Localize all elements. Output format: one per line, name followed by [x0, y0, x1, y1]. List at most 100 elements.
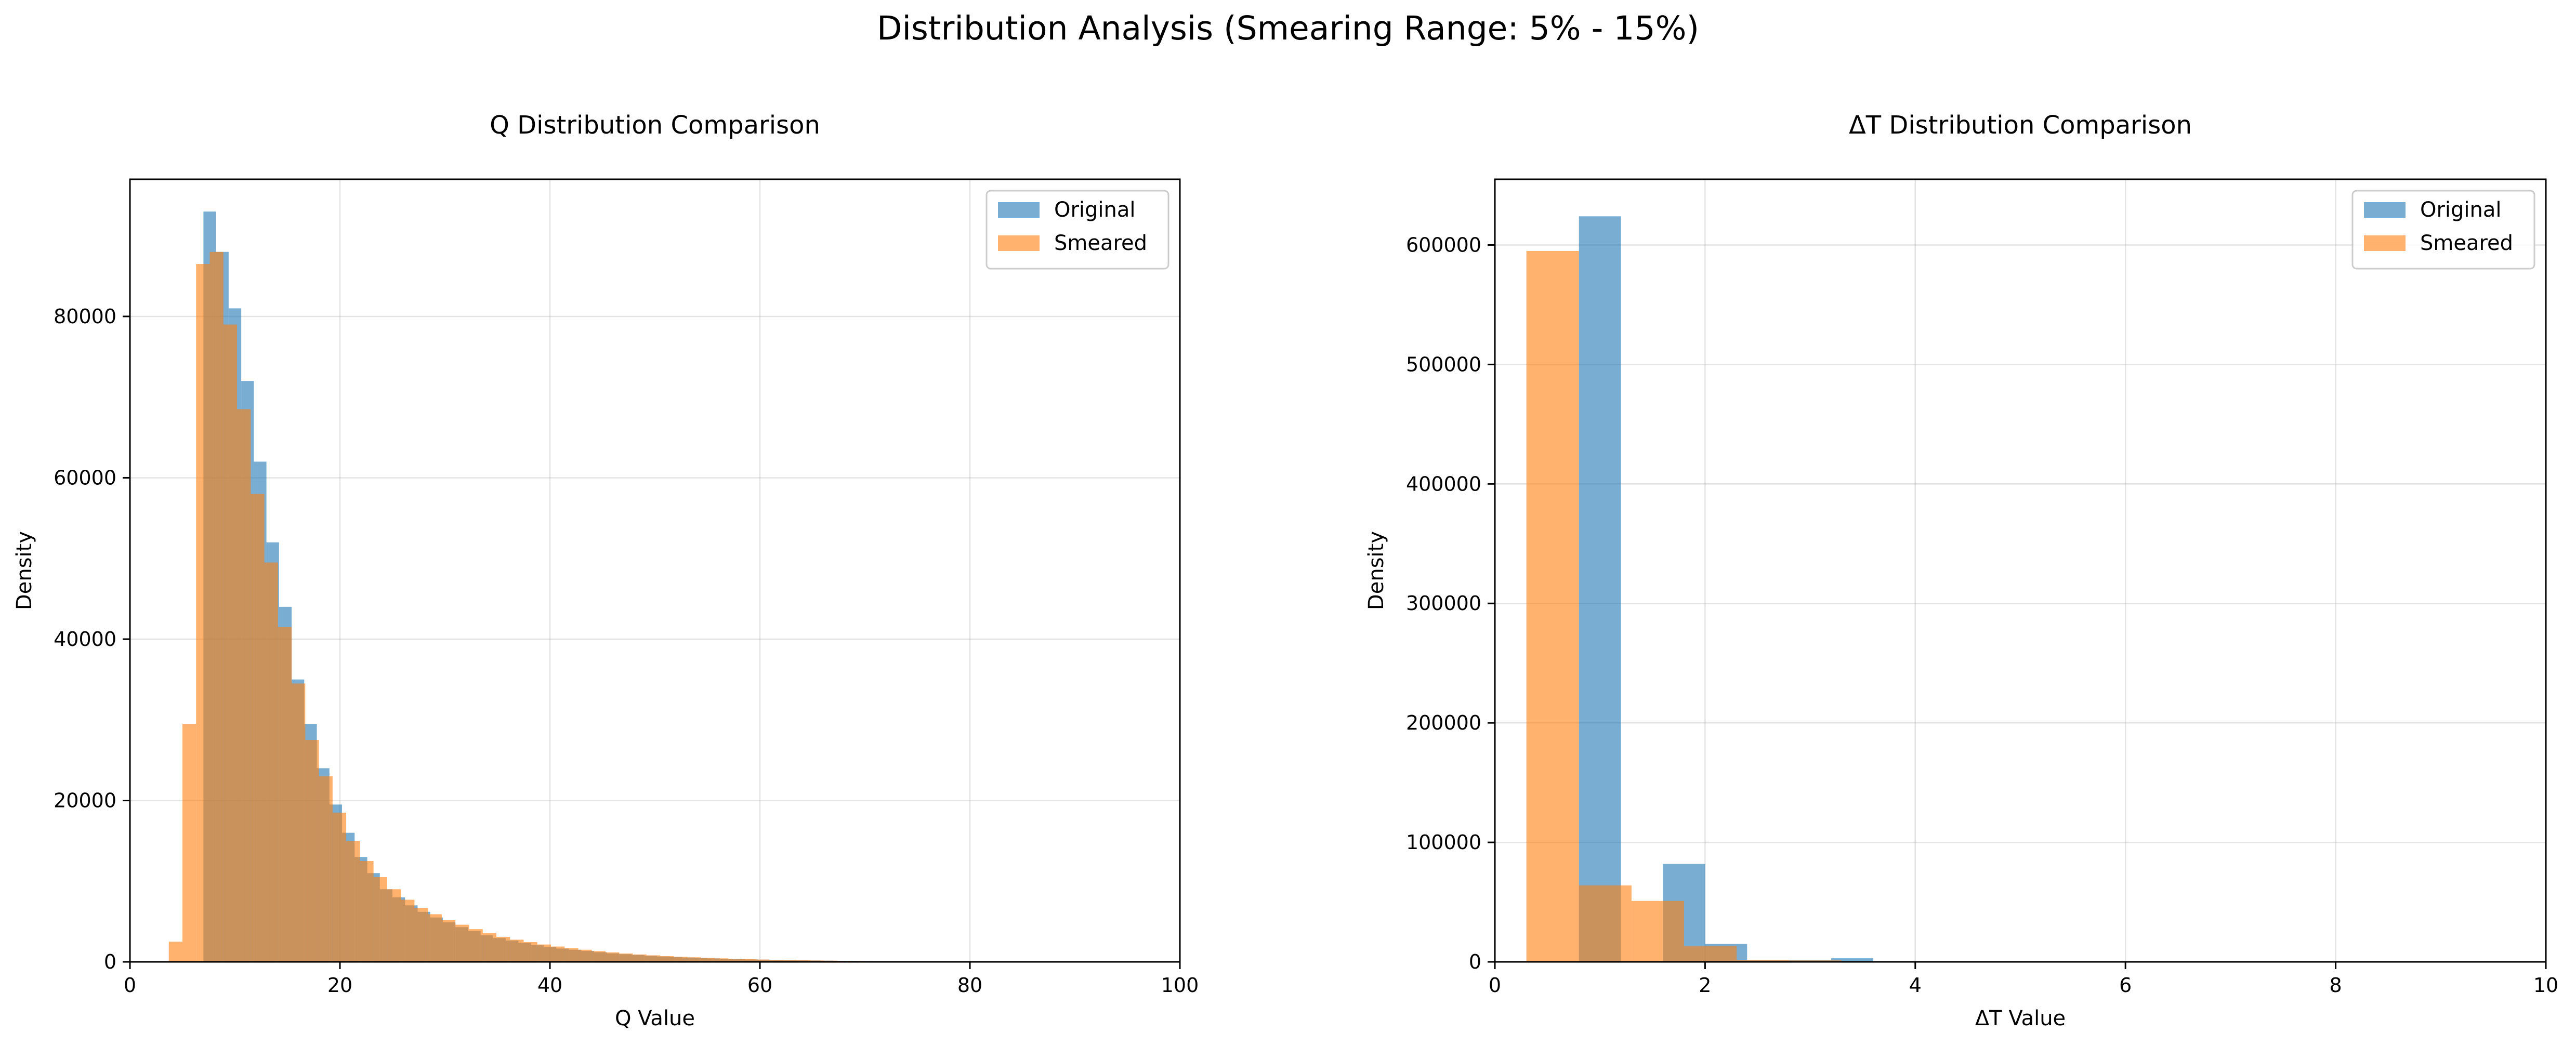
legend: Original Smeared [2351, 190, 2535, 270]
y-tick-label: 300000 [1406, 592, 1481, 615]
histogram-bar [482, 933, 496, 962]
histogram-bar [373, 877, 387, 962]
histogram-bar [796, 960, 810, 962]
x-tick-label: 60 [747, 974, 772, 997]
legend-swatch [998, 202, 1040, 218]
histogram-bar [182, 723, 196, 962]
histogram-bar [701, 958, 715, 962]
histogram-bar [592, 951, 606, 962]
histogram-bar [523, 942, 537, 962]
histogram-bar [687, 957, 701, 962]
histogram-bar [619, 953, 633, 962]
histogram-bar [660, 956, 674, 962]
y-tick-label: 400000 [1406, 472, 1481, 495]
histogram-bar [319, 776, 333, 962]
histogram-bar [401, 900, 415, 962]
legend-label: Smeared [1054, 231, 1147, 255]
histogram-bar [496, 936, 510, 962]
histogram-bar [1631, 901, 1684, 962]
histogram-bar [387, 889, 401, 962]
figure-title: Distribution Analysis (Smearing Range: 5… [876, 9, 1700, 47]
histogram-bar [469, 929, 483, 962]
histogram-bar [209, 252, 224, 962]
histogram-bar [1579, 216, 1621, 962]
y-axis-label: Density [12, 531, 36, 610]
x-tick-label: 10 [2533, 974, 2558, 997]
histogram-bar [346, 841, 360, 962]
histogram-bar [360, 861, 374, 962]
y-tick-label: 40000 [54, 628, 116, 651]
histogram-bar [674, 957, 688, 962]
axes-frame [1494, 178, 2547, 963]
legend: Original Smeared [985, 190, 1169, 270]
y-axis-label: Density [1364, 531, 1388, 610]
legend-label: Smeared [2420, 231, 2513, 255]
histogram-bar [278, 627, 292, 962]
histogram-bar [1684, 946, 1737, 962]
y-tick-label: 0 [104, 950, 116, 973]
histogram-bar [305, 740, 319, 962]
x-tick-label: 20 [327, 974, 352, 997]
histogram-bar [755, 959, 770, 962]
histogram-bar [769, 960, 783, 962]
histogram-bar [551, 946, 565, 962]
histogram-bar [1831, 958, 1873, 962]
x-tick-label: 0 [1489, 974, 1501, 997]
histogram-bar [196, 264, 210, 962]
histogram-bar [455, 924, 469, 962]
chart-title: ΔT Distribution Comparison [1849, 111, 2192, 140]
y-tick-label: 0 [1469, 950, 1481, 973]
histogram-bar [783, 960, 797, 962]
histogram-bar [292, 683, 306, 962]
histogram-bar [332, 812, 347, 962]
histogram-bar [646, 955, 661, 962]
histogram-bar [223, 324, 238, 962]
histogram-bar [1526, 250, 1579, 962]
histogram-bar [428, 914, 442, 962]
y-tick-label: 200000 [1406, 711, 1481, 734]
x-tick-label: 100 [1161, 974, 1199, 997]
chart-title: Q Distribution Comparison [490, 111, 820, 140]
chart-1: 0 20 40 60 80 100 0 20000 40000 60000 80000 Q Value… [12, 111, 1199, 1030]
y-tick-label: 20000 [54, 789, 116, 812]
y-tick-label: 600000 [1406, 233, 1481, 256]
histogram-bar [578, 949, 592, 962]
y-tick-label: 500000 [1406, 353, 1481, 376]
x-axis-label: Q Value [615, 1007, 695, 1030]
chart-2: 0 2 4 6 8 10 0 100000 200000 300000 400000 500000 60… [1364, 111, 2558, 1030]
x-axis-label: ΔT Value [1975, 1007, 2066, 1030]
histogram-bar [441, 920, 456, 962]
series-original [1579, 216, 2210, 962]
histogram-bar [168, 942, 182, 962]
x-tick-label: 80 [957, 974, 982, 997]
series-smeared [168, 252, 1084, 962]
x-tick-label: 40 [537, 974, 562, 997]
y-tick-label: 80000 [54, 305, 116, 328]
histogram-bar [414, 907, 428, 962]
axes-frame [129, 178, 1181, 963]
histogram-bar [264, 562, 278, 962]
histogram-bar [1579, 885, 1632, 962]
legend-swatch [2364, 235, 2406, 251]
histogram-bar [606, 952, 620, 962]
histogram-bar [237, 409, 251, 962]
y-tick-label: 100000 [1406, 831, 1481, 854]
legend-label: Original [2420, 198, 2502, 222]
histogram-bar [633, 954, 647, 962]
histogram-bar [742, 959, 756, 962]
histogram-bar [728, 959, 742, 962]
histogram-bar [537, 944, 551, 962]
histogram-bar [564, 948, 579, 962]
legend-label: Original [1054, 198, 1136, 222]
y-tick-label: 60000 [54, 466, 116, 489]
legend-swatch [2364, 202, 2406, 218]
legend-swatch [998, 235, 1040, 251]
histogram-bar [510, 940, 524, 962]
x-tick-label: 8 [2330, 974, 2342, 997]
histogram-bar [715, 958, 729, 962]
x-tick-label: 0 [124, 974, 136, 997]
histogram-bar [251, 494, 265, 962]
histogram-bar [1737, 960, 1790, 962]
